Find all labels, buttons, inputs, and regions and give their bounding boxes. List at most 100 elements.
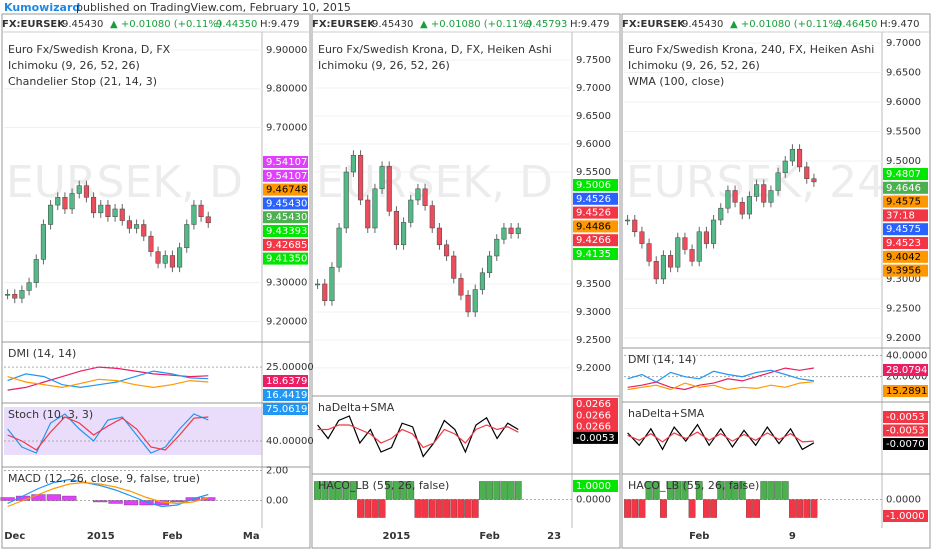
histogram-bar xyxy=(789,499,796,518)
y-tick-label: 9.70000 xyxy=(266,123,307,134)
candle xyxy=(205,216,211,224)
histogram-bar xyxy=(450,499,458,518)
price-tag xyxy=(883,510,928,522)
published: published on TradingView.com, February 1… xyxy=(76,1,351,14)
candle xyxy=(105,204,111,217)
price-tag xyxy=(573,179,618,191)
candle xyxy=(386,166,392,212)
histogram-bar xyxy=(724,481,732,500)
candle xyxy=(479,272,485,290)
candle xyxy=(718,207,724,221)
candle xyxy=(379,166,385,190)
header-last: 9.45430 xyxy=(682,19,723,30)
candle xyxy=(119,208,125,221)
histogram-bar xyxy=(660,499,667,518)
panel-frame xyxy=(1,13,311,549)
price-tag-label: 9.41350 xyxy=(266,254,307,265)
candle xyxy=(69,193,75,210)
price-tag xyxy=(573,220,618,233)
candle xyxy=(429,205,435,229)
histogram-bar xyxy=(139,500,154,506)
y-tick-label: 9.30000 xyxy=(266,278,307,289)
candle xyxy=(76,185,82,194)
candle xyxy=(646,243,652,262)
candle xyxy=(112,208,118,217)
header-last: 9.45430 xyxy=(372,19,413,30)
indicator-line xyxy=(7,376,209,389)
price-tag xyxy=(573,398,618,410)
candle xyxy=(725,190,731,209)
chart-title: Euro Fx/Swedish Krona, D, FX, Heiken Ash… xyxy=(318,43,552,56)
candle xyxy=(62,197,68,210)
pane-title: haDelta+SMA xyxy=(628,407,705,420)
price-tag xyxy=(883,209,928,222)
y-tick-label: 0.0000 xyxy=(576,495,611,506)
histogram-bar xyxy=(335,481,343,500)
candle xyxy=(169,255,175,268)
histogram-bar xyxy=(703,499,710,518)
author[interactable]: Kumowizard xyxy=(4,1,80,14)
candle xyxy=(322,283,328,302)
candle xyxy=(501,227,507,240)
pane-title: HACO_LB (55, 26, false) xyxy=(318,479,449,492)
histogram-bar xyxy=(803,499,811,518)
histogram-bar xyxy=(364,499,372,518)
candle xyxy=(436,227,442,246)
indicator-line xyxy=(627,423,815,451)
y-tick-label: 9.2500 xyxy=(576,335,611,346)
price-tag-label: 9.4486 xyxy=(576,221,611,232)
y-tick-label: 9.5000 xyxy=(886,156,921,167)
price-tag xyxy=(573,431,618,444)
histogram-bar xyxy=(436,499,443,518)
price-tag-label: 9.4526 xyxy=(576,194,611,205)
y-tick-label: 9.6500 xyxy=(886,68,921,79)
candle xyxy=(372,188,378,229)
histogram-bar xyxy=(342,481,350,500)
candle xyxy=(83,185,89,198)
y-tick-label: 20.0000 xyxy=(886,372,927,383)
candle xyxy=(494,238,500,257)
histogram-bar xyxy=(796,499,803,518)
candle xyxy=(422,188,428,206)
price-tag xyxy=(263,225,308,237)
candle xyxy=(789,148,795,162)
candle xyxy=(198,204,204,217)
price-tag xyxy=(883,223,928,236)
header-change: ▲ +0.01080 (+0.11%) xyxy=(110,19,222,30)
indicator-line xyxy=(317,424,519,449)
candle xyxy=(33,259,39,283)
price-tag-label: 75.0619 xyxy=(266,404,307,415)
y-tick-label: 9.5500 xyxy=(576,167,611,178)
price-tag xyxy=(883,237,928,249)
candle xyxy=(487,255,493,274)
header-open: 9.45793 xyxy=(526,19,567,30)
y-tick-label: 9.3500 xyxy=(576,279,611,290)
indicator-line xyxy=(7,481,209,508)
indicator-line xyxy=(7,370,209,389)
candle xyxy=(682,237,688,250)
y-tick-label: 0.0000 xyxy=(886,495,921,506)
chart-title: Chandelier Stop (21, 14, 3) xyxy=(8,75,157,88)
price-tag-label: -0.0053 xyxy=(886,412,925,423)
candle xyxy=(508,227,514,234)
x-tick-label: 9 xyxy=(789,531,796,542)
price-tag-label: 9.54107 xyxy=(266,157,307,168)
histogram-bar xyxy=(767,481,775,500)
histogram-bar xyxy=(350,481,357,500)
y-tick-label: 9.3000 xyxy=(886,274,921,285)
y-tick-label: 9.6000 xyxy=(576,139,611,150)
price-tag-label: 9.4646 xyxy=(886,183,921,194)
histogram-bar xyxy=(0,497,15,501)
y-tick-label: 9.6500 xyxy=(576,111,611,122)
candle xyxy=(458,278,464,296)
candle xyxy=(343,171,349,229)
candle xyxy=(91,197,97,214)
histogram-bar xyxy=(328,481,336,500)
y-tick-label: 9.20000 xyxy=(266,316,307,327)
histogram-bar xyxy=(46,494,61,501)
price-tag-label: 9.4575 xyxy=(886,224,921,235)
candle xyxy=(26,282,32,291)
candle xyxy=(191,204,197,225)
y-tick-label: 9.7000 xyxy=(576,83,611,94)
